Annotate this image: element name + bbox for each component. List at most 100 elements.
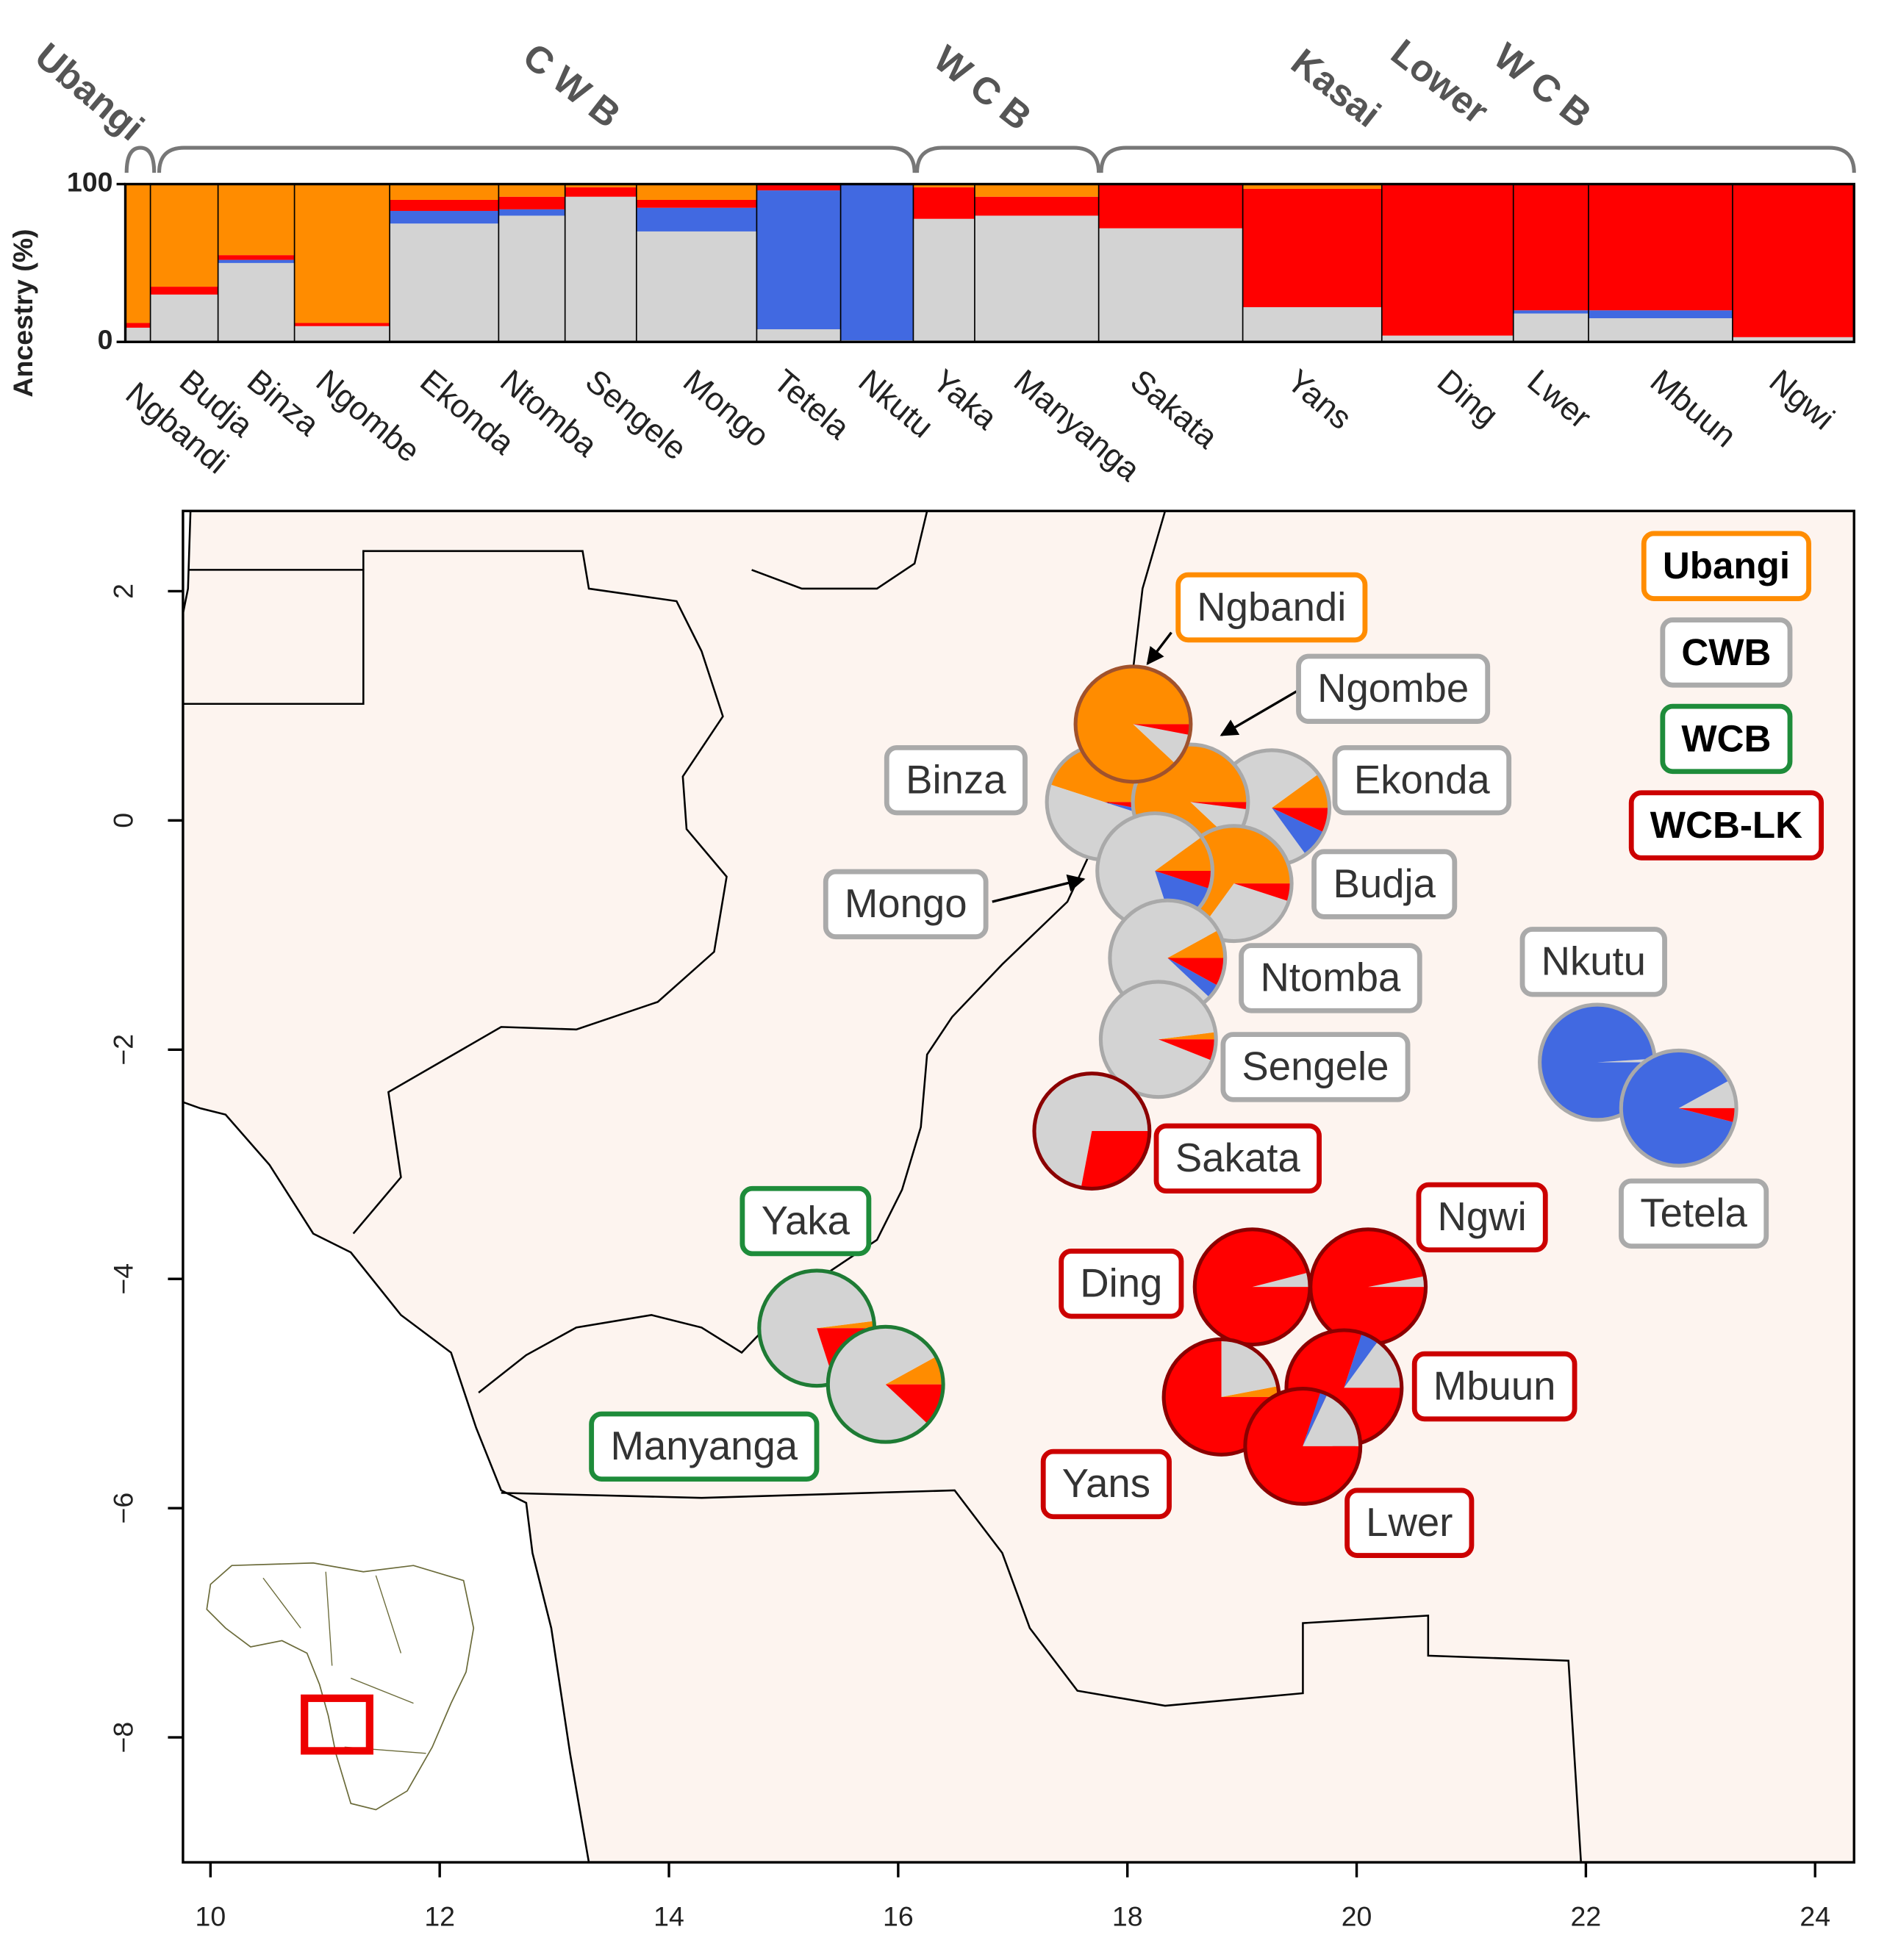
ancestry-segment	[1513, 184, 1589, 311]
ancestry-segment	[390, 184, 499, 200]
pie-slice	[1252, 1272, 1311, 1288]
pie-slice	[1097, 813, 1202, 929]
inset-focus	[301, 1694, 373, 1755]
pie-label: Sengele	[1220, 1032, 1411, 1102]
ancestry-segment	[756, 190, 841, 330]
inset-africa	[206, 1562, 475, 1811]
pie-slice	[1155, 871, 1213, 889]
legend-entry-text: WCB	[1681, 717, 1771, 759]
ancestry-segment	[498, 209, 565, 216]
pie-border	[1098, 980, 1218, 1099]
ancestry-segment	[294, 326, 390, 342]
ancestry-segment	[294, 184, 390, 323]
ancestry-segment	[218, 184, 295, 256]
pie-slice	[828, 1327, 937, 1443]
pie-label: Yaka	[739, 1185, 872, 1257]
pie-label: Mongo	[823, 869, 989, 940]
ancestry-segment	[913, 187, 975, 219]
x-tick-label: 10	[195, 1901, 226, 1932]
pie-slice	[1368, 1276, 1426, 1288]
pie-label-box	[1175, 572, 1368, 643]
ancestry-segment	[150, 287, 218, 295]
pie-slice	[817, 1321, 875, 1329]
legend-entry: WCB-LK	[1628, 790, 1824, 861]
x-tick-label: 16	[883, 1901, 914, 1932]
ancestry-segment	[498, 184, 565, 197]
ancestry-segment	[1381, 335, 1514, 342]
pie-slice	[1344, 1332, 1378, 1388]
x-tick-label: 12	[424, 1901, 455, 1932]
ancestry-segment	[840, 184, 914, 341]
pie-label-text: Ntomba	[1260, 955, 1401, 1000]
x-tick-label: 24	[1799, 1901, 1830, 1932]
ancestry-segment	[565, 196, 637, 342]
pie-slice	[1195, 1229, 1311, 1345]
ancestry-segment	[1588, 318, 1733, 342]
pie-label-text: Sengele	[1242, 1044, 1389, 1089]
pie-border	[1619, 1048, 1738, 1168]
ancestry-segment	[974, 196, 1099, 216]
pie-label-box	[1059, 1249, 1184, 1319]
legend-entry: CWB	[1660, 617, 1793, 688]
pie-border	[1073, 664, 1193, 784]
population-label: Lwer	[1521, 363, 1598, 436]
pie-label-text: Mbuun	[1433, 1363, 1556, 1408]
pie-slice	[1034, 1073, 1150, 1188]
pie-label-text: Ngwi	[1438, 1194, 1527, 1239]
pie-slice	[1221, 1339, 1278, 1397]
pie-label-text: Ding	[1080, 1261, 1162, 1306]
inset-borders	[262, 1571, 426, 1754]
pie-slice	[1133, 724, 1190, 764]
x-tick-label: 14	[653, 1901, 684, 1932]
ancestry-segment	[565, 184, 637, 187]
ocean	[182, 1100, 590, 1864]
ancestry-segment	[636, 184, 757, 200]
legend-entry-box	[1641, 531, 1811, 601]
pie-label: Ekonda	[1332, 744, 1512, 816]
pie-slice	[885, 1356, 944, 1385]
legend-entry-text: WCB-LK	[1650, 804, 1802, 846]
pie	[1308, 1227, 1428, 1347]
pies	[757, 664, 1738, 1506]
legend-entry-box	[1660, 617, 1793, 688]
pie-label-text: Ekonda	[1354, 758, 1491, 803]
pie-label: Mbuun	[1411, 1351, 1578, 1422]
legend-entry: Ubangi	[1641, 531, 1811, 601]
population-label: Yans	[1280, 363, 1358, 437]
pie-label: Nkutu	[1519, 927, 1667, 997]
ancestry-segment	[125, 327, 151, 342]
pie-label: Yans	[1040, 1449, 1172, 1520]
pie-slice	[1678, 1080, 1737, 1108]
y-tick-label: 100	[67, 166, 113, 197]
pie-label-text: Manyanga	[611, 1424, 798, 1468]
pie-slice	[1272, 808, 1330, 833]
y-tick-label: −6	[107, 1493, 138, 1524]
pie-label-text: Binza	[906, 758, 1006, 803]
ancestry-segment	[390, 211, 499, 224]
y-tick-label: 0	[98, 324, 113, 355]
pie-label-text: Tetela	[1640, 1191, 1747, 1235]
population-label: Ngwi	[1763, 363, 1841, 437]
group-label: Kasai	[1283, 40, 1389, 135]
group-label: C W B	[515, 35, 629, 136]
ancestry-segment	[150, 294, 218, 342]
pie-label-text: Yaka	[762, 1198, 850, 1243]
pie-label: Lwer	[1344, 1487, 1475, 1558]
population-label: Yaka	[925, 363, 1004, 437]
pie	[1192, 1227, 1312, 1347]
pie-slice	[1678, 1108, 1737, 1123]
pie-slice	[1158, 1032, 1217, 1040]
pie-label-text: Sakata	[1175, 1135, 1300, 1180]
pie-label-box	[1239, 943, 1422, 1013]
ancestry-segment	[756, 184, 841, 191]
pie-slice	[1158, 1039, 1217, 1061]
pie-slice	[1344, 1340, 1402, 1388]
pie-label-box	[1411, 1351, 1578, 1422]
ancestry-segment	[636, 199, 757, 208]
ancestry-segment	[636, 207, 757, 231]
ancestry-segment	[1381, 184, 1514, 336]
legend-entry-text: Ubangi	[1663, 545, 1790, 586]
pie-label: Ngwi	[1416, 1182, 1548, 1253]
